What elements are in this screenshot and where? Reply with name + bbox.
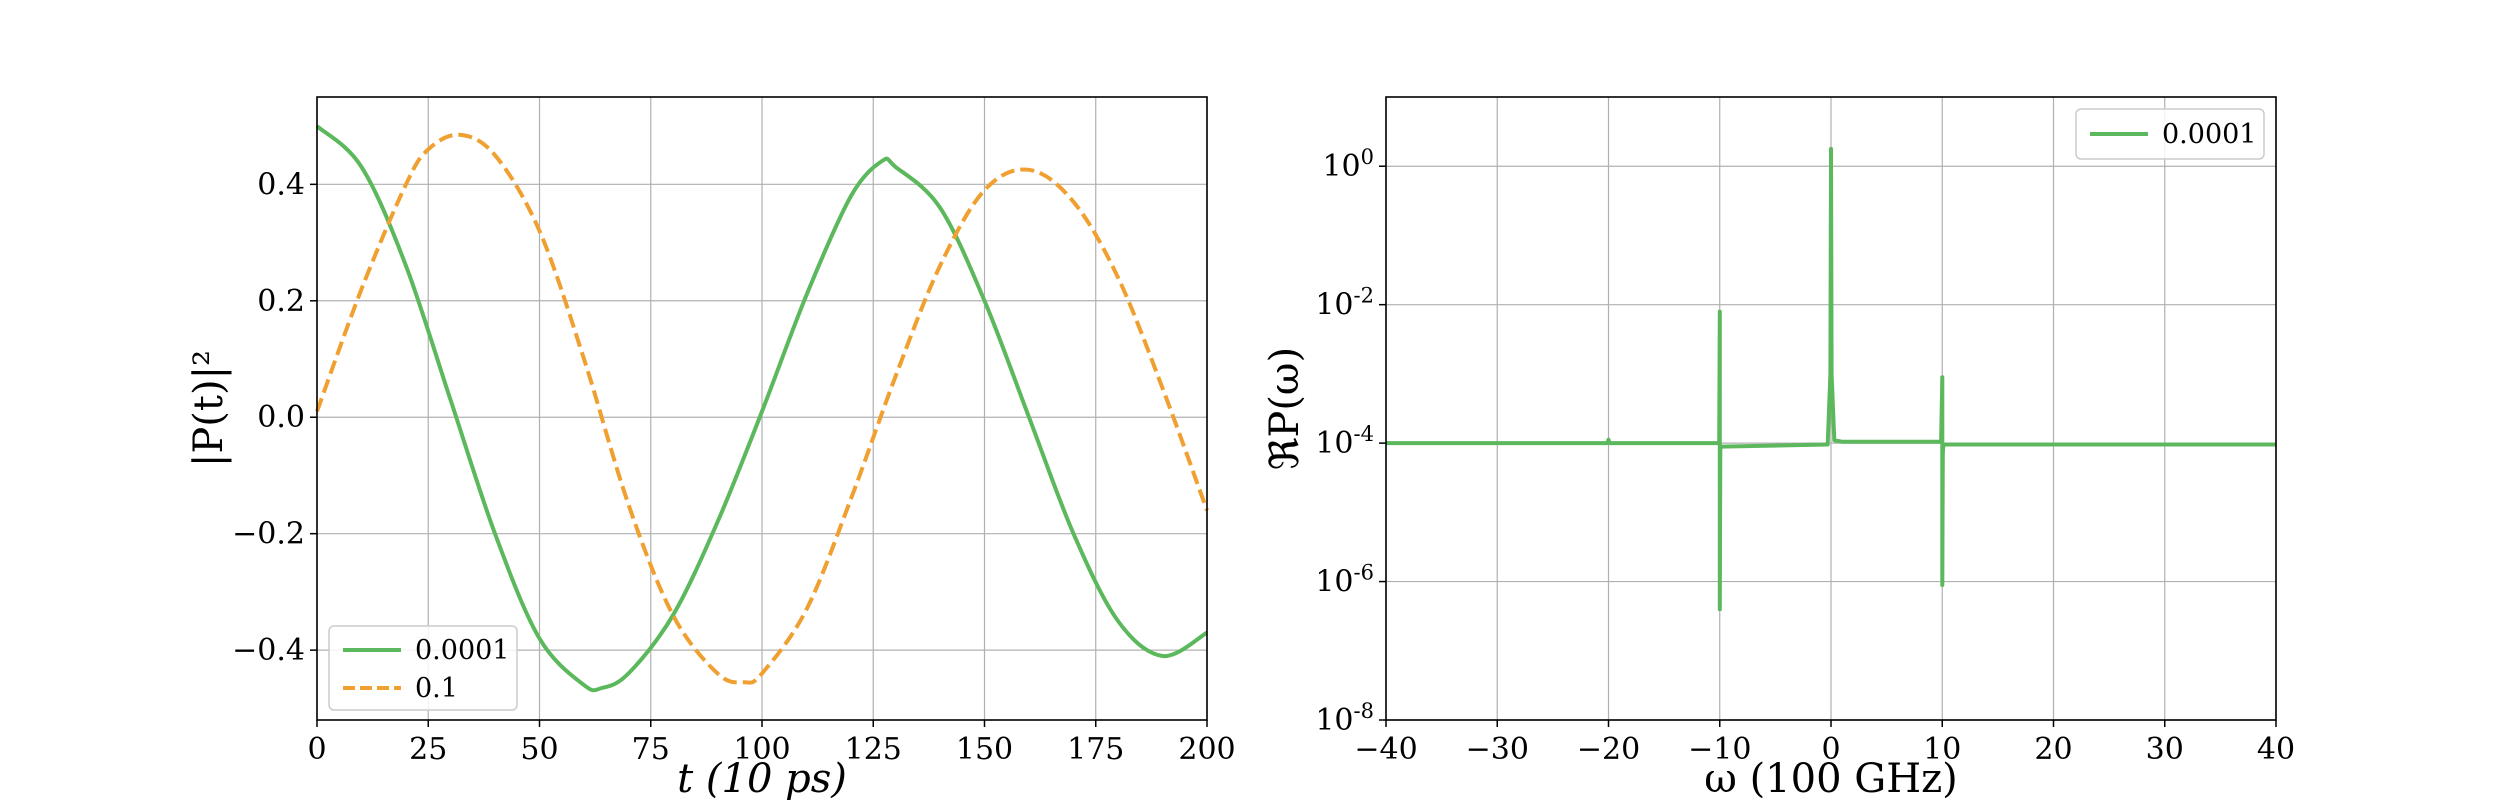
right-x-tick-label: 20: [2034, 732, 2072, 767]
right-x-tick-label: −40: [1354, 732, 1417, 767]
left-y-axis-label: |P(t)|²: [186, 350, 232, 467]
right-x-tick-label: 30: [2146, 732, 2184, 767]
right-x-tick-label: 10: [1923, 732, 1961, 767]
left-x-axis-label: t (10 ps): [677, 756, 847, 800]
left-x-tick-label: 175: [1067, 732, 1124, 767]
right-x-tick-label: −10: [1688, 732, 1751, 767]
right-y-tick-label: 10-6: [1315, 561, 1374, 600]
left-y-tick-label: 0.4: [257, 167, 305, 202]
right-legend-box: [2075, 108, 2265, 160]
right-x-tick-label: −20: [1577, 732, 1640, 767]
left-y-tick-label: 0.0: [257, 400, 305, 435]
right-x-tick-label: 0: [1821, 732, 1840, 767]
right-x-tick-label: −30: [1466, 732, 1529, 767]
left-x-tick-label: 0: [307, 732, 326, 767]
right-x-axis-label: ω (100 GHz): [1704, 756, 1958, 800]
right-series: [1386, 146, 2276, 612]
right-y-axis-label: ℜP(ω): [1262, 347, 1308, 470]
left-series: [315, 124, 1209, 693]
left-y-tick-label: −0.2: [232, 517, 305, 552]
left-x-tick-label: 150: [956, 732, 1013, 767]
left-x-tick-label: 100: [733, 732, 790, 767]
right-series-line-0: [1386, 146, 2276, 612]
left-chart: 0 25 50 75 100 125 150 175 200−0.4−0.20.00.20.4 …: [186, 96, 1236, 800]
left-ticks: 0 25 50 75 100 125 150 175 200 −0.4 −0.2 0.0 0.2 0.4: [232, 167, 1235, 767]
left-series-line-0: [315, 124, 1209, 693]
left-y-tick-label: 0.2: [257, 284, 305, 319]
left-legend: 0.0001 0.1: [328, 625, 518, 711]
left-series-line-1: [315, 132, 1209, 685]
left-y-tick-label: −0.4: [232, 633, 305, 668]
left-x-tick-label: 50: [520, 732, 558, 767]
left-legend-label: 0.1: [415, 673, 458, 704]
right-y-tick-label: 100: [1322, 145, 1374, 184]
right-x-tick-label: 40: [2257, 732, 2295, 767]
right-legend-label: 0.0001: [2162, 119, 2256, 150]
right-legend: 0.0001: [2075, 108, 2265, 160]
left-x-tick-label: 25: [409, 732, 447, 767]
left-legend-label: 0.0001: [415, 635, 509, 666]
right-y-tick-label: 10-2: [1315, 284, 1374, 323]
left-x-tick-label: 75: [632, 732, 670, 767]
left-legend-box: [328, 625, 518, 711]
right-y-tick-label: 10-4: [1315, 422, 1374, 461]
left-x-tick-label: 125: [845, 732, 902, 767]
right-chart: −40 −30 −20 −10 0 10 20 30 4010-810-610-410-2100…: [1262, 96, 2295, 800]
left-x-tick-label: 200: [1178, 732, 1235, 767]
